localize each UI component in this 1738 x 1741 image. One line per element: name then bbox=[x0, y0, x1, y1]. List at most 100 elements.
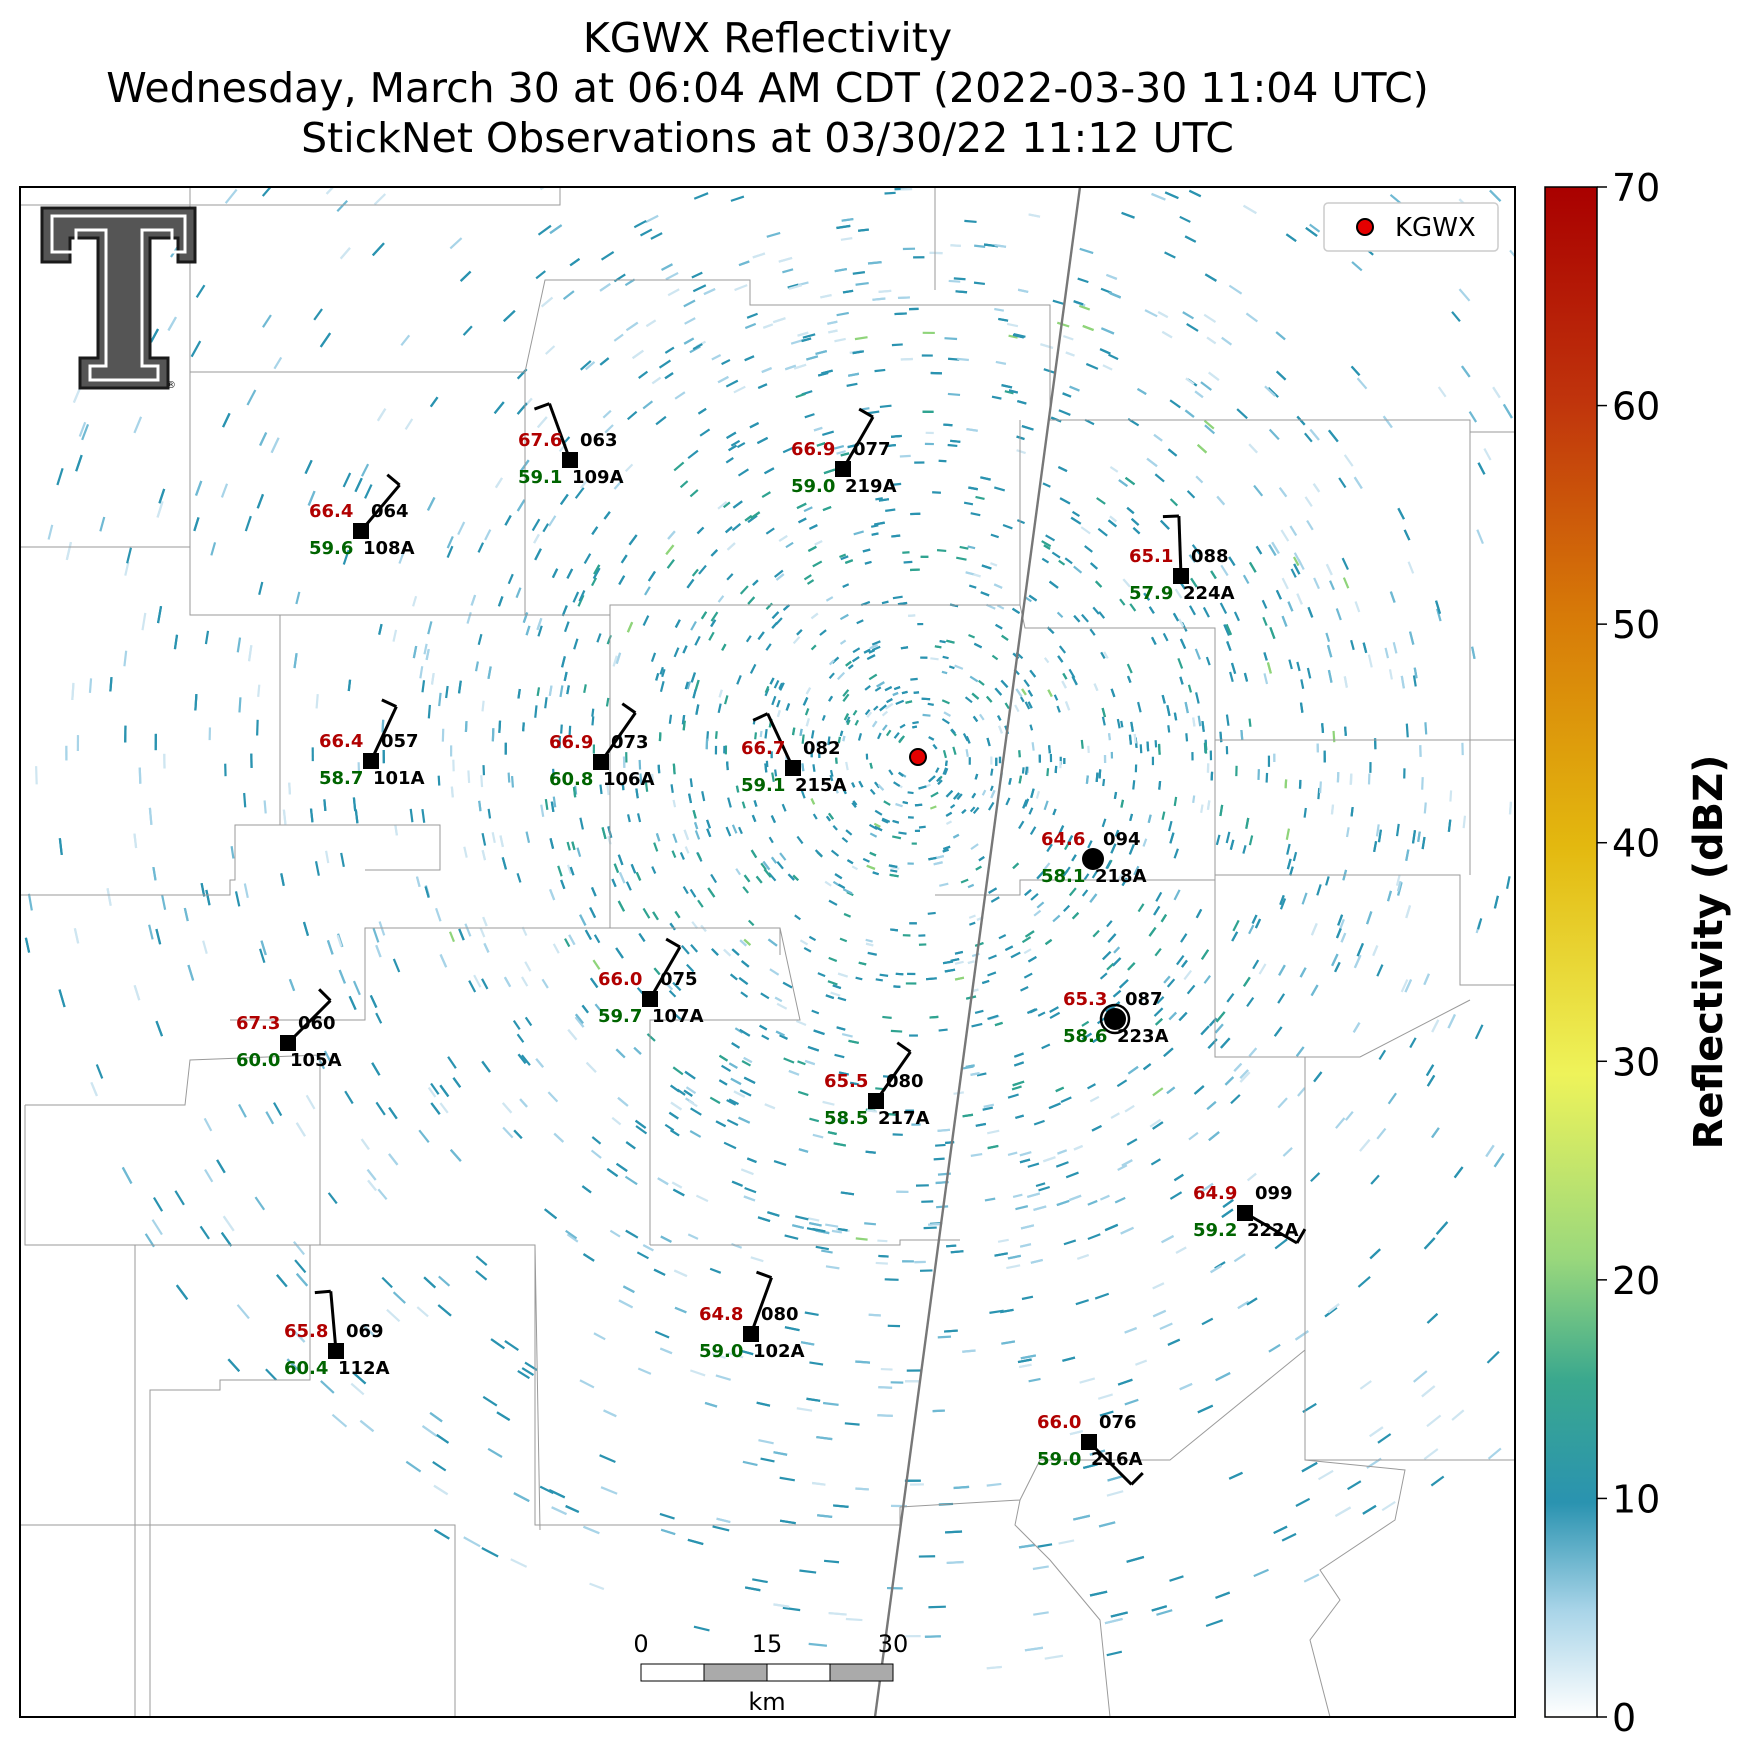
colorbar-tick-label: 0 bbox=[1612, 1696, 1636, 1740]
station-calm-ring bbox=[1099, 1003, 1131, 1035]
wind-barb-staff bbox=[599, 711, 637, 763]
station-pressure: 077 bbox=[853, 439, 891, 460]
station-dewpoint: 59.2 bbox=[1193, 1220, 1237, 1241]
station-id: 219A bbox=[845, 476, 897, 497]
wind-barb-flag bbox=[381, 698, 397, 708]
station-pressure: 088 bbox=[1191, 546, 1229, 567]
station-216A[interactable]: 66.0 076 59.0 216A bbox=[1037, 1412, 1144, 1486]
station-id: 216A bbox=[1091, 1449, 1143, 1470]
map-legend: KGWX bbox=[1323, 202, 1499, 252]
station-102A[interactable]: 64.8 080 59.0 102A bbox=[699, 1270, 805, 1362]
station-temperature: 66.0 bbox=[1037, 1412, 1081, 1433]
station-219A[interactable]: 66.9 077 59.0 219A bbox=[791, 407, 897, 497]
station-101A[interactable]: 66.4 057 58.7 101A bbox=[319, 698, 425, 789]
station-224A[interactable]: 65.1 088 57.9 224A bbox=[1129, 514, 1235, 604]
texas-tech-logo: ® bbox=[40, 206, 197, 391]
station-112A[interactable]: 65.8 069 60.4 112A bbox=[284, 1289, 390, 1379]
colorbar-tick-label: 30 bbox=[1612, 1040, 1660, 1084]
wind-barb-staff bbox=[369, 705, 398, 762]
station-109A[interactable]: 67.6 063 59.1 109A bbox=[518, 402, 624, 488]
colorbar-tick-label: 70 bbox=[1612, 166, 1660, 210]
station-105A[interactable]: 67.3 060 60.0 105A bbox=[236, 988, 342, 1071]
radar-site-marker[interactable] bbox=[909, 748, 927, 766]
station-dewpoint: 58.1 bbox=[1041, 866, 1085, 887]
station-temperature: 64.6 bbox=[1041, 829, 1085, 850]
station-dewpoint: 58.7 bbox=[319, 768, 363, 789]
colorbar-gradient bbox=[1544, 186, 1598, 1718]
station-pressure: 069 bbox=[346, 1321, 384, 1342]
legend-radar-label: KGWX bbox=[1395, 213, 1476, 243]
station-pressure: 099 bbox=[1255, 1183, 1293, 1204]
wind-barb-staff bbox=[359, 484, 401, 532]
colorbar-tick-label: 20 bbox=[1612, 1259, 1660, 1303]
station-dewpoint: 59.1 bbox=[741, 775, 785, 796]
wind-barb-staff bbox=[841, 416, 875, 470]
station-pressure: 080 bbox=[761, 1304, 799, 1325]
scale-tick-30: 30 bbox=[878, 1630, 909, 1658]
wind-barb-staff bbox=[648, 946, 682, 1000]
wind-barb-flag bbox=[858, 407, 874, 419]
station-106A[interactable]: 66.9 073 60.8 106A bbox=[549, 702, 655, 790]
station-108A[interactable]: 66.4 064 59.6 108A bbox=[309, 473, 415, 559]
station-temperature: 67.3 bbox=[236, 1013, 280, 1034]
station-pressure: 057 bbox=[381, 731, 419, 752]
station-218A[interactable]: 64.6 094 58.1 218A bbox=[1041, 829, 1147, 887]
station-215A[interactable]: 66.7 082 59.1 215A bbox=[741, 712, 847, 796]
station-temperature: 66.9 bbox=[549, 732, 593, 753]
station-dewpoint: 59.6 bbox=[309, 538, 353, 559]
station-id: 222A bbox=[1247, 1220, 1299, 1241]
colorbar-tick-label: 40 bbox=[1612, 822, 1660, 866]
scale-unit: km bbox=[748, 1688, 785, 1716]
station-dewpoint: 58.6 bbox=[1063, 1026, 1107, 1047]
station-temperature: 66.4 bbox=[319, 731, 363, 752]
station-id: 101A bbox=[373, 768, 425, 789]
station-pressure: 060 bbox=[298, 1013, 336, 1034]
wind-barb-flag bbox=[896, 1041, 912, 1054]
station-217A[interactable]: 65.5 080 58.5 217A bbox=[824, 1041, 930, 1129]
station-temperature: 65.3 bbox=[1063, 989, 1107, 1010]
wind-barb-flag bbox=[314, 1289, 331, 1295]
station-dewpoint: 59.1 bbox=[518, 467, 562, 488]
station-id: 108A bbox=[363, 538, 415, 559]
wind-barb-flag bbox=[752, 712, 769, 722]
state-boundary bbox=[873, 187, 1082, 1717]
wind-barb-flag bbox=[1295, 1228, 1307, 1244]
station-pressure: 094 bbox=[1103, 829, 1141, 850]
station-calm-marker bbox=[1082, 848, 1104, 870]
title-line-3: StickNet Observations at 03/30/22 11:12 … bbox=[301, 114, 1234, 162]
station-pressure: 087 bbox=[1125, 989, 1163, 1010]
station-pressure: 073 bbox=[611, 732, 649, 753]
station-dewpoint: 60.4 bbox=[284, 1358, 328, 1379]
map-area[interactable]: 67.6 063 59.1 109A 66.9 077 59.0 219A 66.4 064 59.… bbox=[20, 181, 1520, 1717]
county-boundaries bbox=[20, 187, 1515, 1717]
station-dewpoint: 57.9 bbox=[1129, 583, 1173, 604]
station-223A[interactable]: 65.3 087 58.6 223A bbox=[1063, 989, 1169, 1047]
station-temperature: 66.4 bbox=[309, 501, 353, 522]
map-frame bbox=[19, 186, 1516, 1718]
station-id: 112A bbox=[338, 1358, 390, 1379]
station-id: 106A bbox=[603, 769, 655, 790]
station-id: 218A bbox=[1095, 866, 1147, 887]
station-id: 215A bbox=[795, 775, 847, 796]
station-pressure: 080 bbox=[886, 1071, 924, 1092]
scale-tick-0: 0 bbox=[633, 1630, 648, 1658]
colorbar-ticks: 0 10 20 30 40 50 60 70 bbox=[1597, 166, 1660, 1740]
station-pressure: 063 bbox=[580, 430, 618, 451]
station-temperature: 65.8 bbox=[284, 1321, 328, 1342]
scale-tick-15: 15 bbox=[752, 1630, 783, 1658]
station-222A[interactable]: 64.9 099 59.2 222A bbox=[1193, 1183, 1307, 1245]
station-temperature: 66.7 bbox=[741, 738, 785, 759]
station-temperature: 66.9 bbox=[791, 439, 835, 460]
colorbar-tick-label: 60 bbox=[1612, 385, 1660, 429]
station-temperature: 67.6 bbox=[518, 430, 562, 451]
wind-barb-staff bbox=[548, 403, 572, 461]
wind-barb-staff bbox=[749, 1277, 773, 1335]
station-id: 109A bbox=[572, 467, 624, 488]
station-107A[interactable]: 66.0 075 59.7 107A bbox=[598, 937, 704, 1027]
title-line-1: KGWX Reflectivity bbox=[582, 14, 953, 62]
station-pressure: 082 bbox=[803, 738, 841, 759]
station-temperature: 64.9 bbox=[1193, 1183, 1237, 1204]
wind-barb-staff bbox=[286, 999, 332, 1045]
wind-barb-flag bbox=[1130, 1472, 1144, 1486]
wind-barb-flag bbox=[318, 988, 332, 1002]
